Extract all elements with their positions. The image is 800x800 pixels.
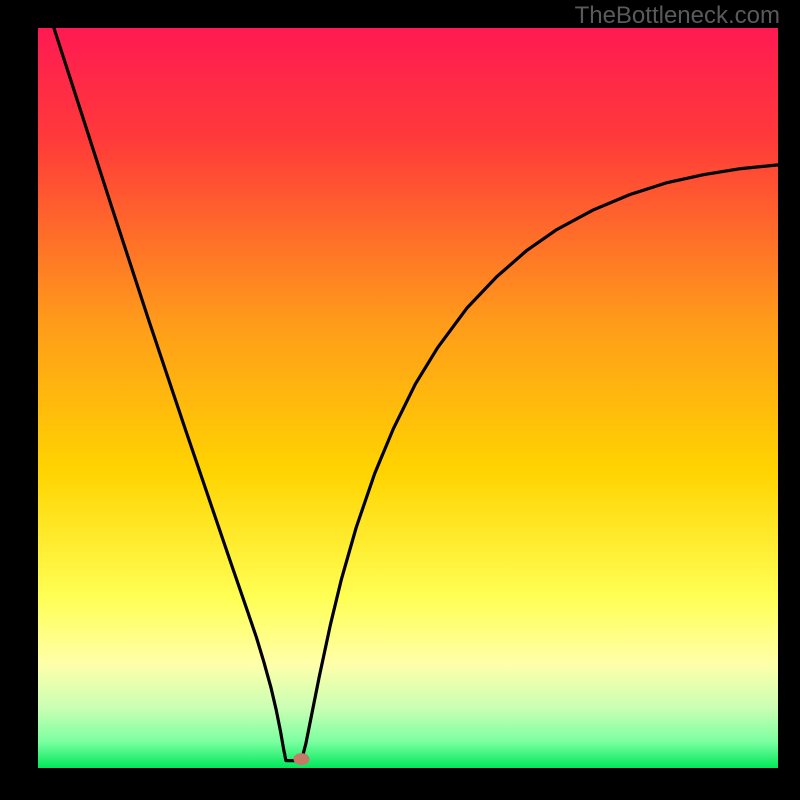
minimum-marker [293,753,309,765]
bottleneck-chart [0,0,800,800]
watermark-text: TheBottleneck.com [575,2,780,30]
